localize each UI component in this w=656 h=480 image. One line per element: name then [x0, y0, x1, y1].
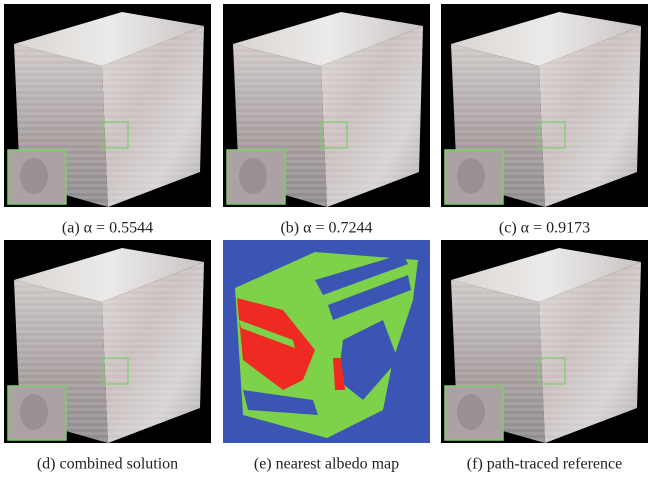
zoom-inset-detail [457, 158, 485, 194]
caption: (d) combined solution [37, 456, 178, 473]
zoom-inset-detail [457, 394, 485, 430]
zoom-inset-detail [20, 394, 48, 430]
panel [441, 240, 648, 443]
panel [4, 240, 211, 443]
zoom-inset-detail [239, 158, 267, 194]
caption: (f) path-traced reference [467, 456, 622, 473]
caption: (c) α = 0.9173 [499, 220, 590, 237]
caption: (a) α = 0.5544 [62, 220, 153, 237]
zoom-inset-detail [20, 158, 48, 194]
panel [4, 4, 211, 207]
caption: (e) nearest albedo map [254, 456, 399, 473]
figure: (a) α = 0.5544 (b) α = 0.7244 (c) α = 0.91… [0, 0, 656, 480]
panel [223, 4, 430, 207]
panel [441, 4, 648, 207]
panel [223, 240, 430, 443]
caption: (b) α = 0.7244 [280, 220, 372, 237]
